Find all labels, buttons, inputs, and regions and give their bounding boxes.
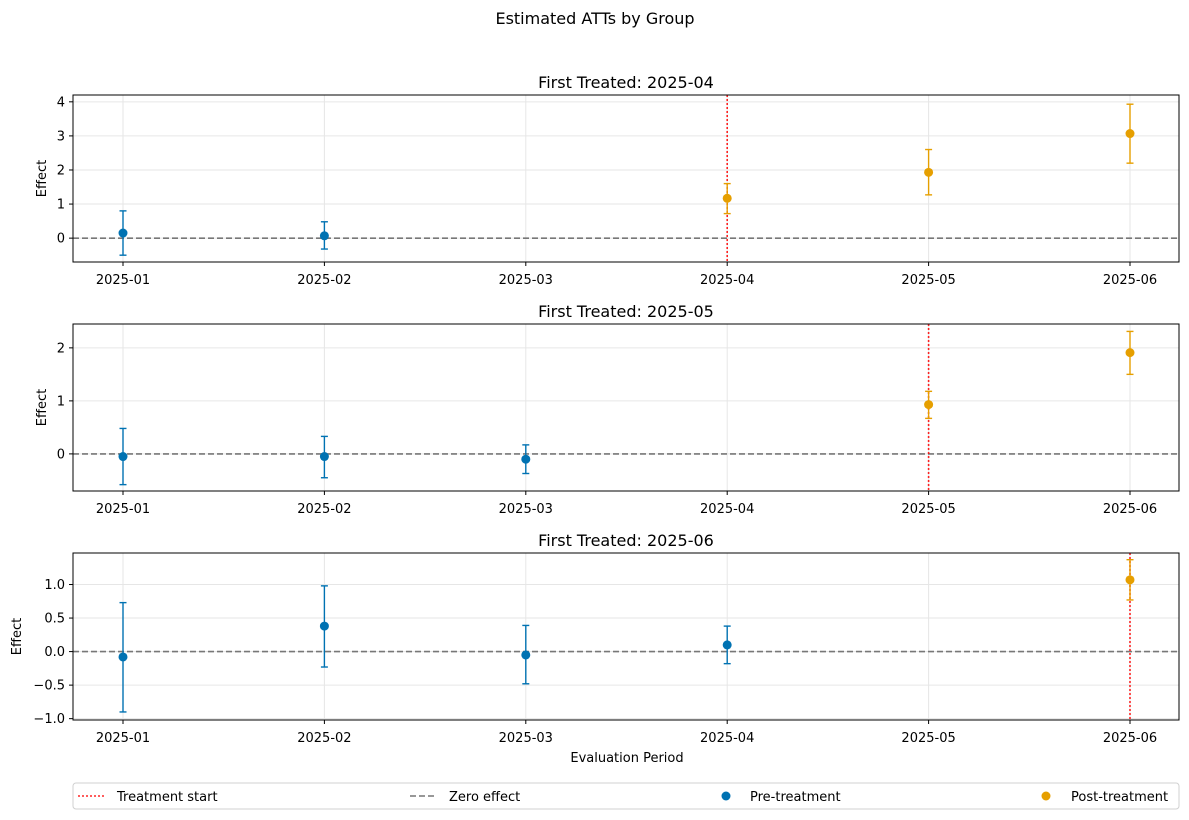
y-tick-label: 0.5 (44, 612, 65, 627)
pre-treatment-point (319, 621, 329, 631)
panel-3: First Treated: 2025-06 2025-01 2025-02 2025… (10, 531, 1180, 746)
y-tick-label: 1 (57, 198, 65, 213)
legend-frame (72, 782, 1180, 810)
x-tick-label: 2025-02 (297, 273, 351, 288)
pre-treatment-point (319, 452, 329, 462)
panel-2: First Treated: 2025-05 2025-01 2025-02 2025… (35, 302, 1180, 517)
y-tick-label: −1.0 (33, 712, 65, 727)
x-tick-label: 2025-05 (901, 731, 955, 746)
panel-title: First Treated: 2025-05 (538, 302, 714, 321)
panel-title: First Treated: 2025-06 (538, 531, 714, 550)
y-axis-label: Effect (35, 389, 50, 426)
panels: First Treated: 2025-04 2025-01 2025-02 2025… (10, 73, 1180, 746)
y-tick-label: 2 (57, 163, 65, 178)
y-tick-label: 1 (57, 394, 65, 409)
x-tick-label: 2025-02 (297, 502, 351, 517)
y-tick-label: 3 (57, 129, 65, 144)
x-tick-label: 2025-04 (700, 502, 754, 517)
pre-treatment-point (118, 228, 128, 238)
x-tick-label: 2025-03 (499, 731, 553, 746)
post-treatment-point (1125, 575, 1135, 585)
x-tick-label: 2025-01 (96, 502, 150, 517)
y-axis-label: Effect (35, 160, 50, 197)
pre-treatment-point (319, 231, 329, 241)
post-treatment-point (924, 167, 934, 177)
legend-label: Zero effect (449, 790, 520, 805)
y-tick-label: 2 (57, 341, 65, 356)
y-axis-label: Effect (10, 618, 25, 655)
post-treatment-point (1125, 129, 1135, 139)
pre-treatment-point (521, 454, 531, 464)
legend-label: Post-treatment (1071, 790, 1168, 805)
x-tick-label: 2025-06 (1103, 731, 1157, 746)
x-tick-label: 2025-06 (1103, 273, 1157, 288)
y-tick-label: 0 (57, 447, 65, 462)
post-treatment-point (722, 193, 732, 203)
x-axis-label: Evaluation Period (570, 751, 683, 766)
axes-frame (72, 552, 1180, 721)
pre-treatment-point (722, 640, 732, 650)
post-treatment-point (1125, 348, 1135, 358)
legend-pre-treatment-swatch (721, 791, 731, 801)
axes-frame (72, 323, 1180, 492)
y-tick-label: −0.5 (33, 679, 65, 694)
y-tick-label: 4 (57, 95, 65, 110)
x-tick-label: 2025-01 (96, 731, 150, 746)
y-tick-label: 1.0 (44, 578, 65, 593)
y-tick-label: 0.0 (44, 645, 65, 660)
legend-post-treatment-swatch (1041, 791, 1051, 801)
panel-title: First Treated: 2025-04 (538, 73, 714, 92)
x-tick-label: 2025-05 (901, 273, 955, 288)
x-tick-label: 2025-04 (700, 273, 754, 288)
axes-frame (72, 94, 1180, 263)
legend-label: Treatment start (116, 790, 218, 805)
x-tick-label: 2025-04 (700, 731, 754, 746)
x-tick-label: 2025-05 (901, 502, 955, 517)
pre-treatment-point (118, 652, 128, 662)
figure-title: Estimated ATTs by Group (495, 9, 694, 28)
legend: Treatment start Zero effect Pre-treatment P… (72, 782, 1180, 810)
x-tick-label: 2025-03 (499, 273, 553, 288)
pre-treatment-point (118, 452, 128, 462)
pre-treatment-point (521, 650, 531, 660)
x-tick-label: 2025-06 (1103, 502, 1157, 517)
y-tick-label: 0 (57, 232, 65, 247)
legend-label: Pre-treatment (750, 790, 841, 805)
x-tick-label: 2025-01 (96, 273, 150, 288)
x-tick-label: 2025-02 (297, 731, 351, 746)
panel-1: First Treated: 2025-04 2025-01 2025-02 2025… (35, 73, 1180, 288)
x-tick-label: 2025-03 (499, 502, 553, 517)
post-treatment-point (924, 400, 934, 410)
